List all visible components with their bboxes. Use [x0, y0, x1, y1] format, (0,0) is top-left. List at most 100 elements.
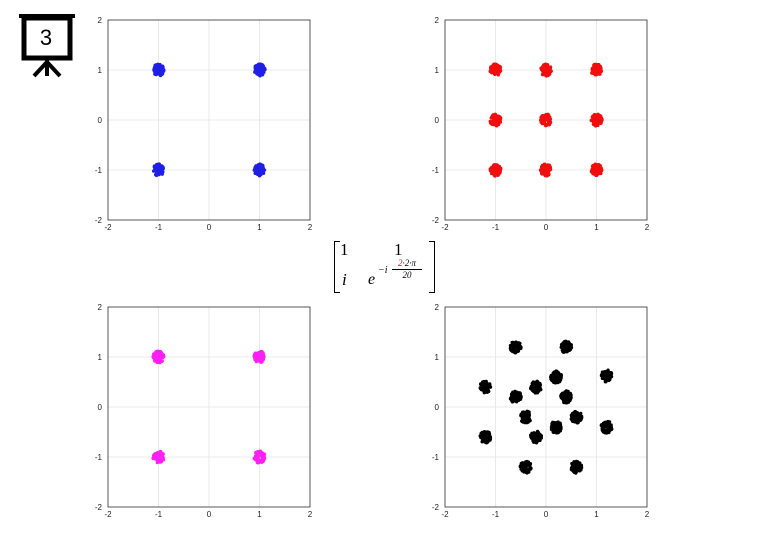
y-tick-label: 1: [435, 66, 440, 75]
scatter-point: [485, 386, 490, 390]
point-cluster: [590, 62, 604, 77]
point-cluster: [549, 420, 563, 435]
scatter-point: [565, 345, 569, 349]
scatter-point: [547, 165, 551, 170]
scatter-point: [157, 165, 161, 170]
x-tick-label: 2: [645, 510, 650, 519]
scatter-point: [497, 117, 501, 122]
scatter-point: [595, 120, 599, 124]
scatter-point: [545, 113, 550, 117]
point-cluster: [152, 62, 166, 78]
scatter-point: [494, 67, 498, 71]
scatter-point: [157, 460, 161, 464]
scatter-point: [549, 375, 553, 379]
scatter-point: [489, 116, 493, 120]
point-cluster: [529, 429, 544, 445]
presentation-board-icon: [19, 14, 75, 78]
scatter-point: [541, 69, 545, 73]
point-cluster: [488, 163, 503, 178]
point-cluster: [529, 379, 543, 395]
y-tick-label: 0: [98, 403, 103, 412]
point-cluster: [151, 349, 166, 365]
scatter-point: [592, 122, 597, 126]
scatter-point: [158, 168, 162, 173]
scatter-point: [600, 426, 605, 431]
y-tick-label: -1: [95, 453, 103, 462]
scatter-point: [482, 433, 486, 437]
matrix-left-bracket: [334, 241, 340, 293]
point-cluster: [589, 112, 604, 128]
scatter-point: [512, 395, 517, 399]
scatter-point: [571, 414, 576, 418]
scatter-point: [575, 414, 579, 419]
scatter-point: [525, 409, 529, 414]
scatter-point: [255, 353, 259, 357]
scatter-point: [485, 390, 489, 394]
scatter-point: [519, 412, 523, 417]
point-cluster: [151, 162, 165, 178]
scatter-point: [566, 341, 570, 345]
scatter-point: [516, 391, 521, 395]
scatter-point: [539, 168, 544, 173]
scatter-point: [518, 464, 523, 469]
scatter-point: [254, 451, 258, 455]
scatter-point: [157, 455, 161, 460]
point-cluster: [589, 162, 604, 178]
point-cluster: [518, 459, 533, 475]
scatter-point: [556, 420, 560, 424]
scatter-point: [161, 170, 165, 174]
scatter-point: [531, 433, 536, 437]
scatter-plot-red: -2-2 -1 -1 0 0 1 1 2 2: [432, 16, 650, 232]
scatter-point: [559, 372, 563, 377]
scatter-point: [497, 65, 501, 69]
scatter-point: [152, 69, 157, 73]
scatter-point: [256, 450, 261, 454]
point-cluster: [508, 389, 523, 404]
scatter-point: [539, 165, 544, 169]
scatter-point: [480, 430, 485, 435]
scatter-point: [532, 381, 537, 386]
scatter-point: [252, 168, 257, 172]
scatter-point: [524, 469, 528, 473]
scatter-point: [492, 173, 496, 177]
scatter-point: [550, 420, 555, 425]
scatter-point: [255, 460, 260, 465]
scatter-point: [543, 164, 547, 168]
x-tick-label: 0: [207, 223, 212, 232]
scatter-point: [537, 389, 541, 393]
point-cluster: [151, 449, 166, 465]
scatter-point: [508, 346, 513, 351]
scatter-point: [483, 439, 487, 443]
scatter-point: [553, 370, 557, 374]
scatter-point: [513, 350, 517, 355]
scatter-plot-magenta: -2-2 -1 -1 0 0 1 1 2 2: [95, 303, 313, 519]
y-tick-label: 1: [435, 353, 440, 362]
scatter-point: [497, 70, 502, 74]
x-tick-label: 1: [257, 223, 262, 232]
scatter-point: [263, 66, 267, 71]
scatter-point: [498, 120, 503, 124]
scatter-point: [492, 118, 497, 122]
scatter-point: [575, 469, 579, 474]
scatter-point: [600, 375, 605, 379]
scatter-point: [259, 163, 263, 168]
x-tick-label: -2: [441, 510, 449, 519]
x-tick-label: -1: [492, 510, 500, 519]
matrix-r1c1: 1: [340, 240, 349, 259]
scatter-point: [564, 401, 569, 405]
scatter-point: [523, 461, 527, 466]
scatter-point: [542, 63, 546, 67]
scatter-point: [262, 456, 267, 460]
scatter-point: [510, 392, 514, 397]
scatter-point: [543, 116, 548, 120]
scatter-point: [152, 352, 156, 356]
point-cluster: [478, 379, 493, 395]
scatter-point: [559, 375, 563, 380]
scatter-point: [610, 427, 614, 431]
y-tick-label: -2: [432, 216, 440, 225]
scatter-point: [254, 164, 258, 169]
scatter-point: [261, 353, 265, 358]
scatter-point: [593, 168, 598, 172]
scatter-point: [549, 69, 553, 73]
scatter-point: [531, 436, 536, 441]
